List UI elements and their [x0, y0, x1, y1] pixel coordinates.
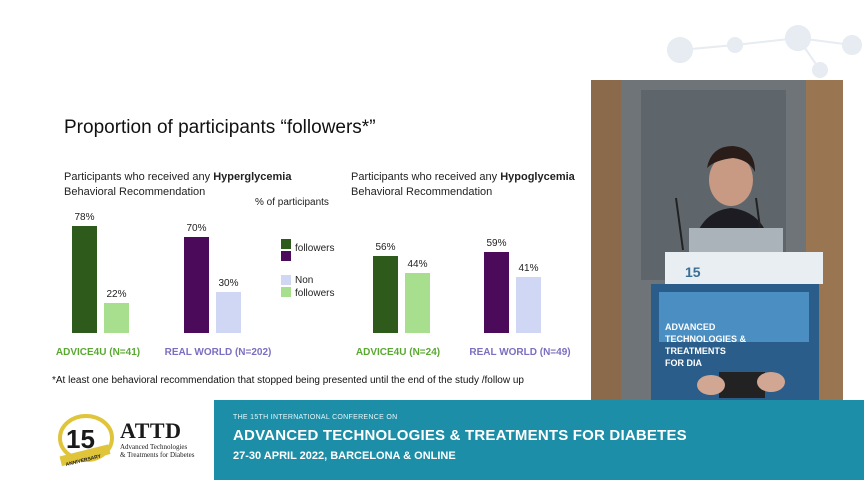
speaker-video: 15 ADVANCED TECHNOLOGIES & TREATMENTS FO…: [591, 80, 843, 402]
svg-text:TREATMENTS: TREATMENTS: [665, 346, 726, 356]
banner-line-3: 27-30 APRIL 2022, BARCELONA & ONLINE: [233, 450, 456, 462]
legend-swatch-followers-dark-green: [281, 239, 291, 249]
legend-non-label-line2: followers: [295, 288, 335, 299]
chart-1-subtitle-line2: Behavioral Recommendation: [64, 186, 206, 198]
slide-footnote: *At least one behavioral recommendation …: [52, 375, 524, 386]
decorative-network-graphic: [667, 25, 862, 78]
attd-tagline-1: Advanced Technologies: [120, 443, 188, 451]
chart-2-group-1-category-label: ADVICE4U (N=24): [355, 347, 441, 358]
chart-2-subtitle-bold: Hypoglycemia: [500, 171, 575, 183]
chart-2-group-2-followers-value-label: 59%: [486, 238, 507, 250]
chart-2-group-1-non-followers-bar: [405, 272, 430, 333]
banner-line-1: THE 15TH INTERNATIONAL CONFERENCE ON: [233, 414, 398, 421]
chart-2-group-2-non-followers-value-label: 41%: [518, 262, 539, 274]
chart-1-group-1-followers-bar: [72, 226, 97, 333]
legend-swatch-followers-purple: [281, 251, 291, 261]
chart-2-group-1-followers-bar: [373, 256, 398, 333]
chart-2-subtitle-line2: Behavioral Recommendation: [351, 186, 493, 198]
chart-1-group-2-followers-value-label: 70%: [186, 223, 207, 235]
legend-swatch-non-light-green: [281, 287, 291, 297]
chart-1-group-1-followers-value-label: 78%: [74, 212, 95, 224]
svg-text:TECHNOLOGIES &: TECHNOLOGIES &: [665, 334, 747, 344]
anniversary-logo-icon: 15 ANNIVERSARY: [58, 414, 114, 468]
chart-2-group-2-non-followers-bar: [516, 276, 541, 333]
attd-tagline-2: & Treatments for Diabetes: [120, 451, 195, 459]
chart-2-group-1-non-followers-value-label: 44%: [407, 258, 428, 270]
chart-2-group-2-category-label: REAL WORLD (N=49): [469, 347, 571, 358]
chart-1-group-1-non-followers-bar: [104, 302, 129, 333]
chart-1-subtitle: Participants who received any Hyperglyce…: [64, 170, 291, 200]
y-axis-label: % of participants: [255, 197, 329, 208]
legend-non-label-line1: Non: [295, 275, 314, 286]
attd-logo-word: ATTD: [120, 418, 182, 443]
slide-title: Proportion of participants “followers*”: [64, 117, 376, 138]
chart-1-group-2-followers-bar: [184, 237, 209, 333]
chart-1-group-1-category-label: ADVICE4U (N=41): [55, 347, 141, 358]
svg-text:FOR DIA: FOR DIA: [665, 358, 702, 368]
chart-1-group-1-non-followers-value-label: 22%: [106, 288, 127, 300]
chart-2-subtitle-prefix: Participants who received any: [351, 171, 501, 183]
speaker-video-scene: 15 ADVANCED TECHNOLOGIES & TREATMENTS FO…: [591, 80, 843, 402]
chart-1-group-2-non-followers-bar: [216, 291, 241, 333]
bar-charts: 78% 22% ADVICE4U (N=41) 70% 30% REAL WORLD (N…: [55, 212, 571, 358]
svg-text:15: 15: [685, 264, 701, 280]
chart-1-subtitle-bold: Hyperglycemia: [213, 171, 292, 183]
chart-2-subtitle: Participants who received any Hypoglycem…: [351, 170, 575, 200]
banner-line-2: ADVANCED TECHNOLOGIES & TREATMENTS FOR D…: [233, 427, 687, 444]
chart-2-group-1-followers-value-label: 56%: [375, 242, 396, 254]
svg-text:ADVANCED: ADVANCED: [665, 322, 716, 332]
conference-banner: [214, 400, 864, 480]
legend-followers-label: followers: [295, 243, 335, 254]
legend-swatch-non-lavender: [281, 275, 291, 285]
chart-1-group-2-non-followers-value-label: 30%: [218, 277, 239, 289]
chart-1-subtitle-prefix: Participants who received any: [64, 171, 214, 183]
attd-logo-tagline: Advanced Technologies & Treatments for D…: [120, 443, 194, 459]
chart-1-group-2-category-label: REAL WORLD (N=202): [164, 347, 272, 358]
chart-2-group-2-followers-bar: [484, 252, 509, 333]
